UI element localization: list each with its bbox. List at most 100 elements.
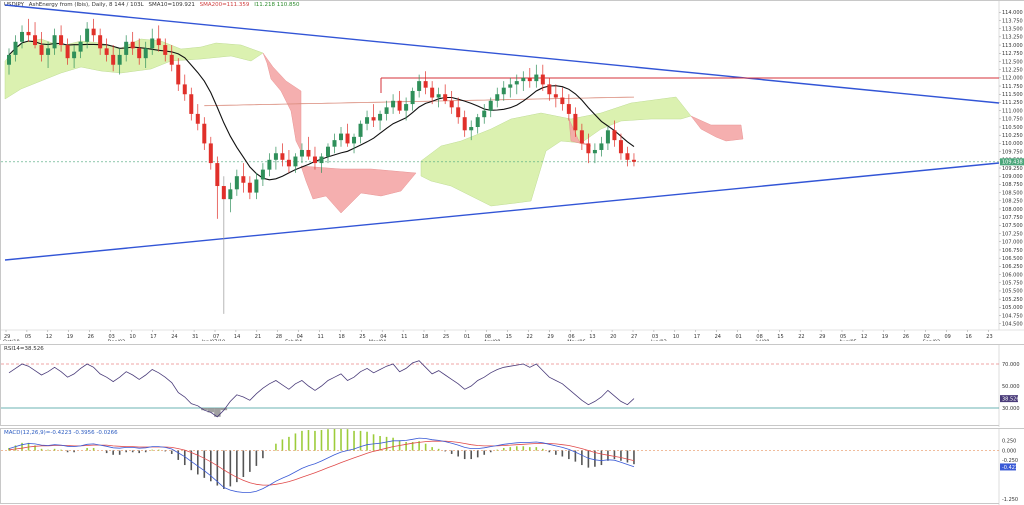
rsi-chart-svg[interactable]: 70.000 50.000 30.000 38.526: [1, 345, 1024, 427]
date-tick-label: 12: [46, 334, 52, 340]
date-tick-label: 01: [464, 334, 470, 340]
candle-body: [98, 35, 103, 49]
rsi-oversold-fill: [207, 408, 215, 413]
month-label: Apr/08: [484, 340, 501, 342]
candle-body: [612, 130, 617, 141]
date-tick-label: 09: [945, 334, 951, 340]
date-tick-label: 23: [986, 334, 992, 340]
date-tick-label: 25: [443, 334, 449, 340]
candle-body: [267, 159, 272, 170]
candle-body: [410, 90, 415, 105]
price-chart-header: USDJPY AshEnergy from (Ibis), Daily, 8 1…: [4, 2, 303, 8]
price-tick-label: 104.750: [1002, 313, 1023, 319]
date-tick-label: 21: [255, 334, 261, 340]
date-tick-label: 29: [4, 334, 10, 340]
date-tick-label: 10: [129, 334, 135, 340]
date-tick-label: 03: [652, 334, 658, 340]
candle-body: [534, 74, 539, 82]
date-tick-label: 03: [109, 334, 115, 340]
rsi-axis-label: 30.000: [1002, 406, 1020, 412]
price-tick-label: 111.500: [1002, 92, 1023, 98]
date-tick-label: 04: [380, 334, 386, 340]
month-label: Dec/03: [108, 340, 126, 342]
candle-body: [599, 143, 604, 150]
sma200-label: SMA200=111.359: [199, 2, 250, 8]
candle-body: [508, 84, 513, 88]
candle-body: [85, 28, 90, 42]
candle-body: [273, 153, 278, 160]
date-tick-label: 06: [568, 334, 574, 340]
macd-pane[interactable]: MACD(12,26,9)=-0.4223 -0.3956 -0.0266 0.…: [0, 428, 1024, 505]
date-tick-label: 11: [401, 334, 407, 340]
price-tick-label: 110.250: [1002, 133, 1023, 139]
rsi-pane[interactable]: RSI14=38.526 70.000 50.000 30.000 38.526: [0, 344, 1024, 427]
date-tick-label: 22: [798, 334, 804, 340]
date-tick-label: 11: [318, 334, 324, 340]
date-tick-label: 05: [25, 334, 31, 340]
price-tick-label: 105.250: [1002, 297, 1023, 303]
candle-body: [111, 54, 116, 65]
price-tick-label: 108.750: [1002, 182, 1023, 188]
candle-body: [130, 41, 135, 49]
price-tick-label: 111.750: [1002, 84, 1023, 90]
month-label: Mar/04: [369, 340, 386, 342]
candle-body: [78, 41, 83, 52]
symbol-label: USDJPY: [4, 2, 24, 8]
price-tick-label: 109.750: [1002, 149, 1023, 155]
candle-body: [176, 64, 181, 85]
price-tick-label: 112.750: [1002, 51, 1023, 57]
date-tick-label: 13: [589, 334, 595, 340]
candle-body: [65, 45, 70, 59]
candle-body: [592, 149, 597, 154]
candle-body: [475, 117, 480, 128]
date-tick-label: 18: [422, 334, 428, 340]
candle-body: [72, 51, 77, 59]
macd-line: [8, 437, 635, 493]
candle-body: [241, 176, 246, 183]
price-tick-label: 108.500: [1002, 190, 1023, 196]
price-tick-label: 112.500: [1002, 59, 1023, 65]
month-label: Feb/04: [285, 340, 302, 342]
price-tick-label: 108.250: [1002, 199, 1023, 205]
candle-body: [46, 48, 51, 55]
date-tick-label: 10: [673, 334, 679, 340]
date-tick-label: 08: [756, 334, 762, 340]
candle-body: [631, 159, 636, 162]
date-tick-label: 26: [88, 334, 94, 340]
sma10-label: SMA10=109.921: [148, 2, 195, 8]
date-tick-label: 01: [736, 334, 742, 340]
price-tick-label: 111.250: [1002, 100, 1023, 106]
macd-chart-svg[interactable]: 0.250 0.000 -0.250 -1.250 -0.423: [1, 429, 1024, 505]
price-chart-pane[interactable]: USDJPY AshEnergy from (Ibis), Daily, 8 1…: [0, 0, 1024, 341]
candle-body: [521, 77, 526, 82]
candle-body: [547, 84, 552, 95]
candle-body: [20, 31, 25, 42]
rsi-axis-label: 70.000: [1002, 362, 1020, 368]
date-tick-label: 31: [192, 334, 198, 340]
candle-body: [215, 163, 220, 187]
candle-body: [404, 104, 409, 111]
candle-body: [143, 48, 148, 59]
candle-body: [365, 117, 370, 124]
candle-body: [378, 113, 383, 121]
candle-body: [59, 35, 64, 46]
ascending-trendline: [4, 162, 1000, 261]
candle-body: [150, 38, 155, 49]
candle-body: [501, 87, 506, 95]
date-tick-label: 15: [506, 334, 512, 340]
price-tick-label: 106.750: [1002, 248, 1023, 254]
price-tick-label: 112.000: [1002, 76, 1023, 82]
price-tick-label: 113.750: [1002, 18, 1023, 24]
date-tick-label: 08: [485, 334, 491, 340]
macd-header: MACD(12,26,9)=-0.4223 -0.3956 -0.0266: [4, 430, 118, 436]
candle-body: [397, 100, 402, 111]
candle-body: [254, 179, 259, 193]
date-tick-label: 29: [547, 334, 553, 340]
candle-body: [469, 127, 474, 131]
candle-body: [495, 94, 500, 101]
candle-body: [573, 113, 578, 131]
current-price-tag: 109.438: [1002, 160, 1023, 166]
price-chart-svg[interactable]: 114.000 113.750 113.500 113.250 113.000 112.7…: [1, 1, 1024, 341]
candle-body: [443, 94, 448, 101]
date-tick-label: 29: [819, 334, 825, 340]
